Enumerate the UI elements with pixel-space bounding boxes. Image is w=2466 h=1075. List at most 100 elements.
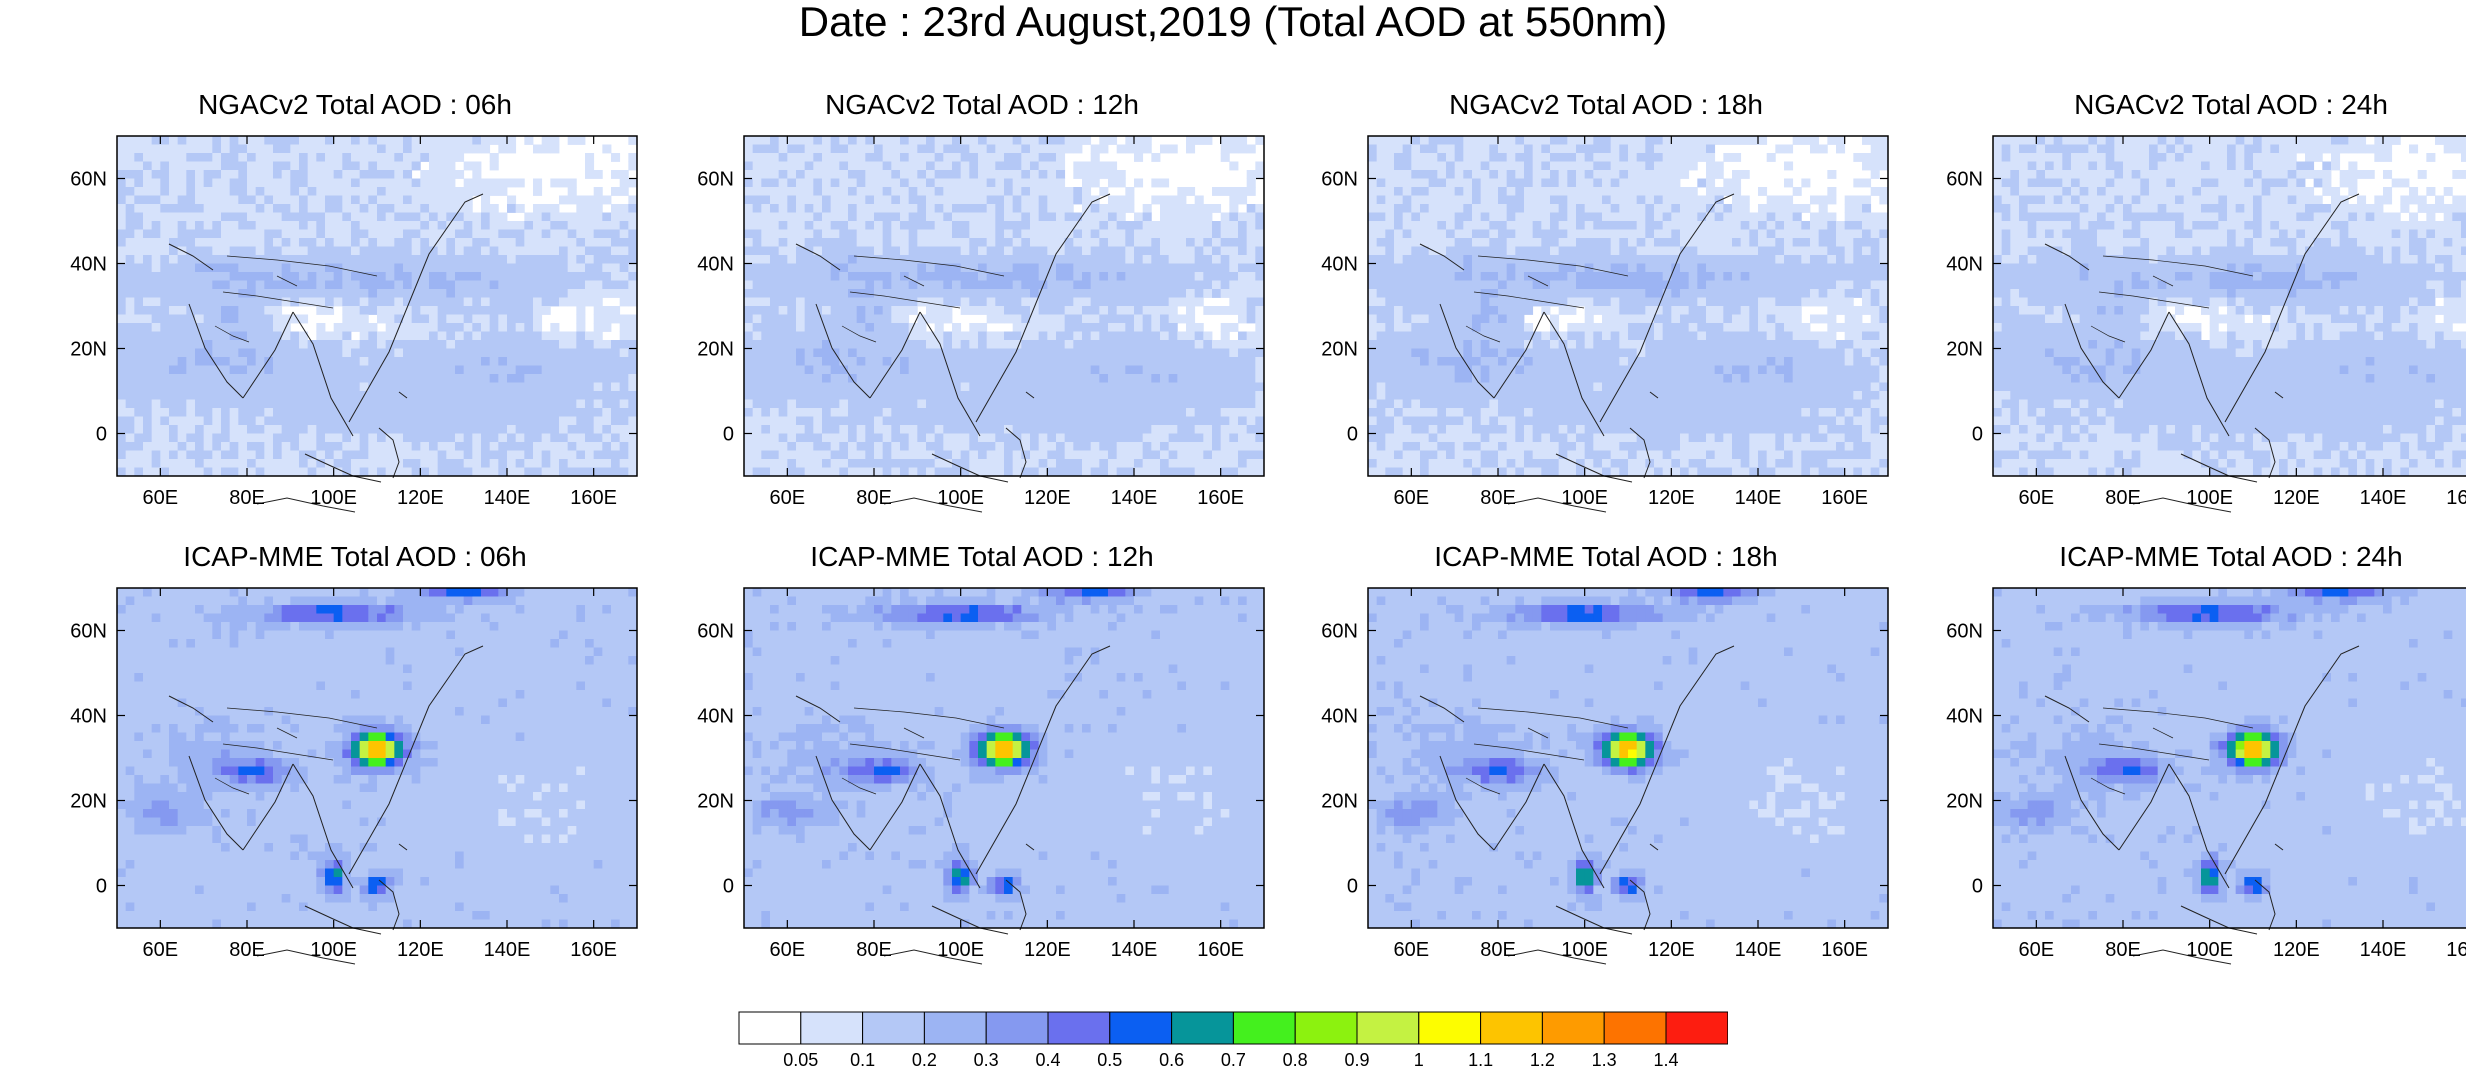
lat-tick-label: 20N	[1946, 339, 1983, 361]
lon-tick-label: 120E	[397, 939, 444, 961]
lon-tick-label: 120E	[2273, 939, 2320, 961]
lat-tick-label: 40N	[70, 254, 107, 276]
lat-tick-label: 60N	[70, 169, 107, 191]
colorbar-swatch	[739, 1012, 801, 1044]
colorbar-swatch	[1357, 1012, 1419, 1044]
lat-tick-label: 40N	[697, 254, 734, 276]
lat-tick-label: 60N	[1321, 621, 1358, 643]
colorbar-label: 0.1	[850, 1050, 875, 1070]
lon-tick-label: 100E	[1561, 487, 1608, 509]
aod-grid-field	[117, 136, 637, 476]
colorbar-label: 1.2	[1530, 1050, 1555, 1070]
lon-tick-label: 160E	[1821, 939, 1868, 961]
lon-tick-label: 140E	[1735, 939, 1782, 961]
lon-tick-label: 100E	[310, 939, 357, 961]
lon-tick-label: 60E	[1394, 939, 1430, 961]
colorbar-swatch	[801, 1012, 863, 1044]
lat-tick-label: 20N	[70, 791, 107, 813]
lat-tick-label: 40N	[1946, 254, 1983, 276]
lat-tick-label: 40N	[697, 706, 734, 728]
colorbar-swatch	[1233, 1012, 1295, 1044]
aod-grid-field	[744, 136, 1264, 476]
lat-tick-label: 60N	[1946, 169, 1983, 191]
main-title: Date : 23rd August,2019 (Total AOD at 55…	[0, 0, 2466, 44]
lon-tick-label: 80E	[2105, 487, 2141, 509]
lon-tick-label: 140E	[1111, 939, 1158, 961]
lon-tick-label: 120E	[1648, 939, 1695, 961]
colorbar-label: 0.05	[783, 1050, 818, 1070]
lat-tick-label: 40N	[70, 706, 107, 728]
lat-tick-label: 0	[1347, 876, 1358, 898]
lat-tick-label: 40N	[1321, 254, 1358, 276]
lon-tick-label: 60E	[2019, 939, 2055, 961]
aod-grid-field	[1368, 588, 1888, 928]
colorbar-label: 0.7	[1221, 1050, 1246, 1070]
lat-tick-label: 0	[1347, 424, 1358, 446]
lat-tick-label: 20N	[70, 339, 107, 361]
lat-tick-label: 60N	[70, 621, 107, 643]
aod-grid-field	[1993, 136, 2466, 476]
colorbar-label: 0.5	[1097, 1050, 1122, 1070]
lon-tick-label: 160E	[1821, 487, 1868, 509]
aod-map: 60E 80E 100E 120E 140E 160E 60N 40N 20N 0	[1306, 540, 1906, 960]
colorbar-label: 0.9	[1344, 1050, 1369, 1070]
lon-tick-label: 140E	[1111, 487, 1158, 509]
lon-tick-label: 100E	[1561, 939, 1608, 961]
lat-tick-label: 40N	[1321, 706, 1358, 728]
lon-tick-label: 160E	[2446, 939, 2466, 961]
colorbar-label: 0.3	[974, 1050, 999, 1070]
colorbar-label: 1.3	[1592, 1050, 1617, 1070]
lat-tick-label: 0	[1972, 424, 1983, 446]
lon-tick-label: 140E	[484, 939, 531, 961]
lon-tick-label: 80E	[1480, 487, 1516, 509]
lat-tick-label: 20N	[1321, 791, 1358, 813]
colorbar-label: 0.8	[1283, 1050, 1308, 1070]
lon-tick-label: 120E	[2273, 487, 2320, 509]
lat-tick-label: 0	[1972, 876, 1983, 898]
colorbar-label: 0.4	[1035, 1050, 1060, 1070]
lon-tick-label: 80E	[2105, 939, 2141, 961]
lon-tick-label: 80E	[1480, 939, 1516, 961]
colorbar-label: 1	[1414, 1050, 1424, 1070]
lon-tick-label: 140E	[2360, 487, 2407, 509]
lon-tick-label: 160E	[2446, 487, 2466, 509]
lon-tick-label: 60E	[143, 487, 179, 509]
aod-grid-field	[1993, 588, 2466, 928]
lon-tick-label: 80E	[229, 939, 265, 961]
lat-tick-label: 60N	[697, 169, 734, 191]
aod-grid-field	[117, 588, 637, 928]
lat-tick-label: 60N	[1946, 621, 1983, 643]
colorbar-swatch	[924, 1012, 986, 1044]
lon-tick-label: 100E	[310, 487, 357, 509]
lon-tick-label: 140E	[2360, 939, 2407, 961]
lon-tick-label: 60E	[143, 939, 179, 961]
lon-tick-label: 140E	[484, 487, 531, 509]
lat-tick-label: 40N	[1946, 706, 1983, 728]
colorbar-swatch	[986, 1012, 1048, 1044]
colorbar-swatch	[1666, 1012, 1728, 1044]
lat-tick-label: 60N	[697, 621, 734, 643]
lon-tick-label: 60E	[1394, 487, 1430, 509]
colorbar-swatch	[863, 1012, 925, 1044]
lon-tick-label: 160E	[1197, 939, 1244, 961]
lon-tick-label: 120E	[1024, 939, 1071, 961]
lon-tick-label: 160E	[1197, 487, 1244, 509]
colorbar-swatch	[1542, 1012, 1604, 1044]
aod-grid-field	[1368, 136, 1888, 476]
lon-tick-label: 60E	[770, 939, 806, 961]
lat-tick-label: 0	[96, 424, 107, 446]
colorbar-swatch	[1048, 1012, 1110, 1044]
lat-tick-label: 20N	[1321, 339, 1358, 361]
lon-tick-label: 160E	[570, 487, 617, 509]
